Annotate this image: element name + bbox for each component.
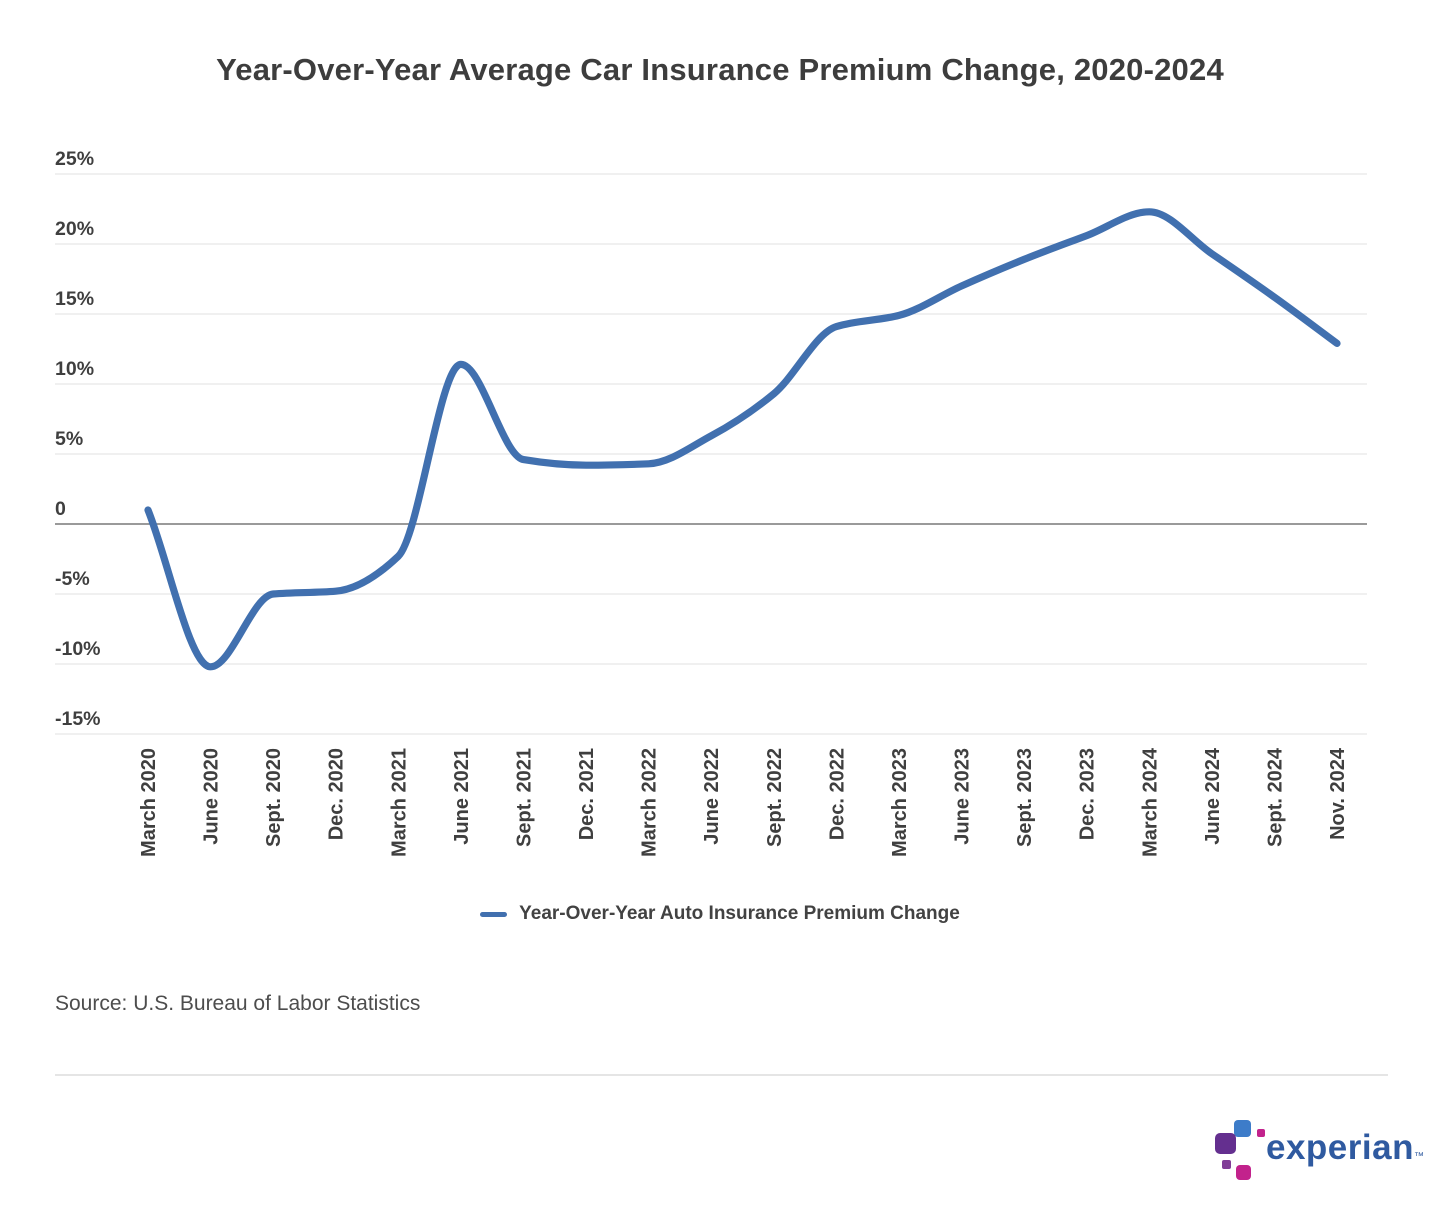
x-axis-tick-label: Dec. 2023: [1077, 748, 1099, 840]
y-axis-tick-label: 0: [55, 498, 66, 520]
x-axis-tick-label: Sept. 2021: [513, 748, 535, 847]
y-axis-tick-label: 10%: [55, 358, 94, 380]
x-axis-tick-label: June 2024: [1202, 747, 1224, 845]
x-axis-tick-label: March 2020: [138, 748, 160, 857]
x-axis-tick-label: March 2022: [639, 748, 661, 857]
x-axis-tick-label: Sept. 2024: [1264, 747, 1286, 847]
y-axis-tick-label: 5%: [55, 428, 83, 450]
logo-block-purple-icon: [1215, 1133, 1236, 1154]
logo-block-blue-icon: [1234, 1120, 1251, 1137]
x-axis-tick-label: Nov. 2024: [1327, 747, 1349, 840]
source-note: Source: U.S. Bureau of Labor Statistics: [55, 992, 421, 1015]
x-axis-tick-label: June 2020: [201, 748, 223, 845]
legend-line-swatch: [480, 911, 508, 917]
x-axis-tick-label: Dec. 2020: [326, 748, 348, 840]
y-axis-tick-label: -15%: [55, 708, 101, 730]
premium-change-line: [144, 208, 1341, 671]
x-axis-tick-label: March 2024: [1139, 747, 1161, 857]
experian-logo: experian™: [1214, 1116, 1424, 1190]
logo-block-small-magenta-icon: [1257, 1129, 1265, 1137]
y-axis-tick-label: 20%: [55, 218, 94, 240]
x-axis-tick-label: Sept. 2023: [1014, 748, 1036, 847]
footer-divider: [55, 1074, 1388, 1076]
line-chart: 25% 20% 15% 10% 5% 0 -5% -10% -15% March 2020 June…: [55, 148, 1367, 857]
y-axis-tick-label: 25%: [55, 148, 94, 170]
trademark-symbol: ™: [1413, 1151, 1425, 1162]
x-axis-tick-label: Sept. 2020: [263, 748, 285, 847]
x-axis-tick-label: Dec. 2021: [576, 748, 598, 840]
y-axis-tick-label: -5%: [55, 568, 90, 590]
x-axis-tick-label: March 2023: [889, 748, 911, 857]
x-axis-tick-label: June 2022: [701, 748, 723, 845]
logo-block-small-purple-icon: [1222, 1160, 1231, 1169]
y-axis-tick-label: 15%: [55, 288, 94, 310]
legend: Year-Over-Year Auto Insurance Premium Ch…: [0, 903, 1440, 925]
y-axis-tick-label: -10%: [55, 638, 101, 660]
x-axis-tick-label: March 2021: [388, 748, 410, 857]
x-axis-tick-label: June 2021: [451, 748, 473, 845]
x-axis-tick-label: Sept. 2022: [764, 748, 786, 847]
logo-block-magenta-icon: [1236, 1165, 1251, 1180]
x-axis-tick-label: Dec. 2022: [826, 748, 848, 840]
x-axis-tick-label: June 2023: [952, 748, 974, 845]
page-title: Year-Over-Year Average Car Insurance Pre…: [216, 52, 1224, 87]
legend-label: Year-Over-Year Auto Insurance Premium Ch…: [519, 903, 960, 924]
logo-wordmark: experian™: [1266, 1128, 1425, 1167]
